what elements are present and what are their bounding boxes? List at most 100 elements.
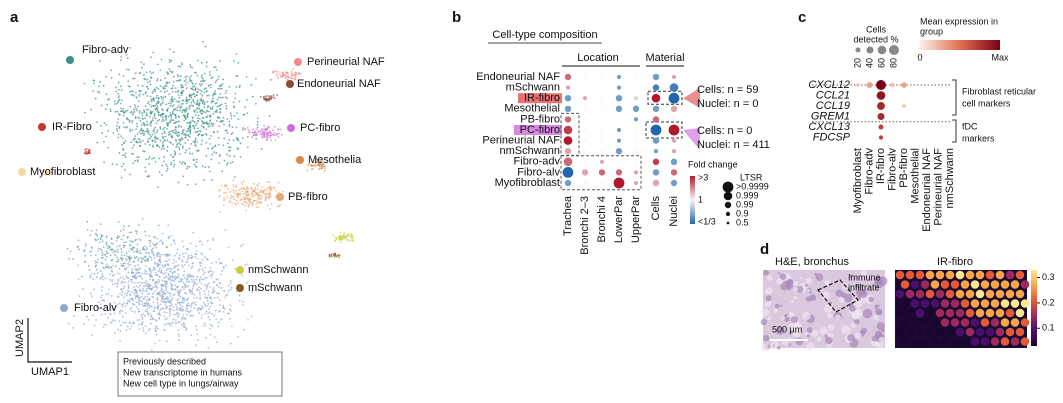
umap-point	[177, 285, 180, 288]
label-dot	[286, 80, 294, 88]
gene-label: GREM1	[811, 110, 850, 122]
umap-point	[267, 94, 270, 97]
umap-point	[339, 234, 342, 237]
umap-point	[150, 259, 153, 261]
umap-point	[123, 287, 125, 290]
umap-point	[183, 270, 186, 273]
umap-point	[110, 237, 113, 240]
umap-point	[223, 123, 225, 126]
umap-point	[184, 263, 186, 266]
umap-point	[201, 77, 204, 80]
umap-point	[119, 330, 122, 332]
umap-point	[154, 90, 156, 93]
group-label: cell markers	[962, 98, 1011, 108]
spot	[895, 270, 905, 280]
umap-point	[192, 88, 194, 91]
umap-point	[191, 119, 194, 122]
umap-point	[279, 74, 282, 77]
umap-point	[258, 191, 261, 194]
spot	[970, 318, 980, 327]
umap-point	[237, 195, 239, 198]
umap-point	[144, 105, 147, 108]
umap-point	[101, 294, 104, 297]
annotation: Nuclei: n = 0	[697, 98, 758, 110]
umap-point	[207, 147, 209, 150]
umap-point	[218, 85, 221, 88]
panel-label: a	[10, 9, 19, 26]
umap-point	[206, 106, 209, 109]
umap-point	[185, 149, 188, 152]
umap-point	[212, 287, 215, 289]
umap-point	[172, 156, 175, 159]
umap-point	[158, 146, 161, 149]
umap-point	[205, 116, 208, 119]
umap-point	[224, 229, 227, 232]
umap-point	[178, 96, 181, 99]
umap-point	[216, 98, 219, 101]
umap-point	[165, 163, 167, 166]
umap-point	[113, 312, 116, 315]
umap-point	[122, 281, 125, 284]
umap-point	[134, 230, 137, 233]
umap-point	[142, 313, 145, 316]
umap-point	[196, 59, 199, 62]
umap-point	[196, 141, 199, 144]
umap-point	[174, 90, 177, 93]
umap-point	[165, 340, 168, 343]
umap-point	[264, 130, 267, 133]
umap-point	[238, 193, 241, 196]
umap-point	[96, 261, 99, 264]
spot	[955, 308, 965, 318]
umap-point	[138, 237, 140, 240]
umap-point	[120, 89, 123, 92]
umap-point	[177, 264, 180, 267]
umap-point	[176, 248, 179, 251]
umap-point	[147, 100, 150, 103]
umap-point	[215, 79, 218, 82]
umap-point	[146, 95, 149, 97]
he-texture	[789, 312, 794, 316]
umap-point	[186, 138, 189, 141]
he-texture	[796, 285, 804, 293]
umap-point	[163, 126, 166, 129]
umap-point	[122, 262, 125, 265]
umap-point	[112, 264, 115, 267]
umap-point	[161, 298, 163, 300]
umap-point	[165, 301, 168, 304]
umap-point	[173, 150, 176, 153]
umap-point	[156, 78, 159, 80]
umap-point	[136, 276, 138, 278]
umap-point	[109, 110, 112, 113]
umap-point	[174, 319, 177, 321]
umap-point	[144, 92, 147, 95]
umap-point	[256, 192, 259, 195]
umap-point	[322, 162, 324, 165]
umap-point	[105, 242, 108, 245]
umap-point	[219, 153, 221, 156]
umap-point	[190, 278, 193, 281]
umap-point	[227, 188, 229, 191]
umap-point	[211, 94, 214, 97]
umap-point	[156, 104, 159, 107]
umap-point	[115, 86, 117, 89]
umap-point	[188, 147, 191, 150]
umap-point	[86, 220, 89, 223]
umap-point	[126, 292, 129, 295]
umap-point	[152, 291, 155, 294]
cluster-label: Fibro-alv	[74, 302, 117, 314]
umap-point	[205, 141, 208, 144]
umap-point	[209, 134, 212, 137]
umap-point	[99, 248, 102, 250]
umap-point	[159, 240, 161, 243]
umap-point	[174, 128, 177, 131]
umap-point	[216, 68, 218, 71]
umap-point	[209, 285, 212, 288]
umap-point	[149, 244, 152, 247]
umap-point	[133, 322, 136, 325]
umap-point	[201, 74, 203, 77]
umap-point	[179, 295, 181, 298]
umap-point	[41, 170, 44, 173]
umap-point	[136, 133, 139, 135]
umap-point	[183, 119, 186, 122]
umap-point	[189, 64, 192, 66]
